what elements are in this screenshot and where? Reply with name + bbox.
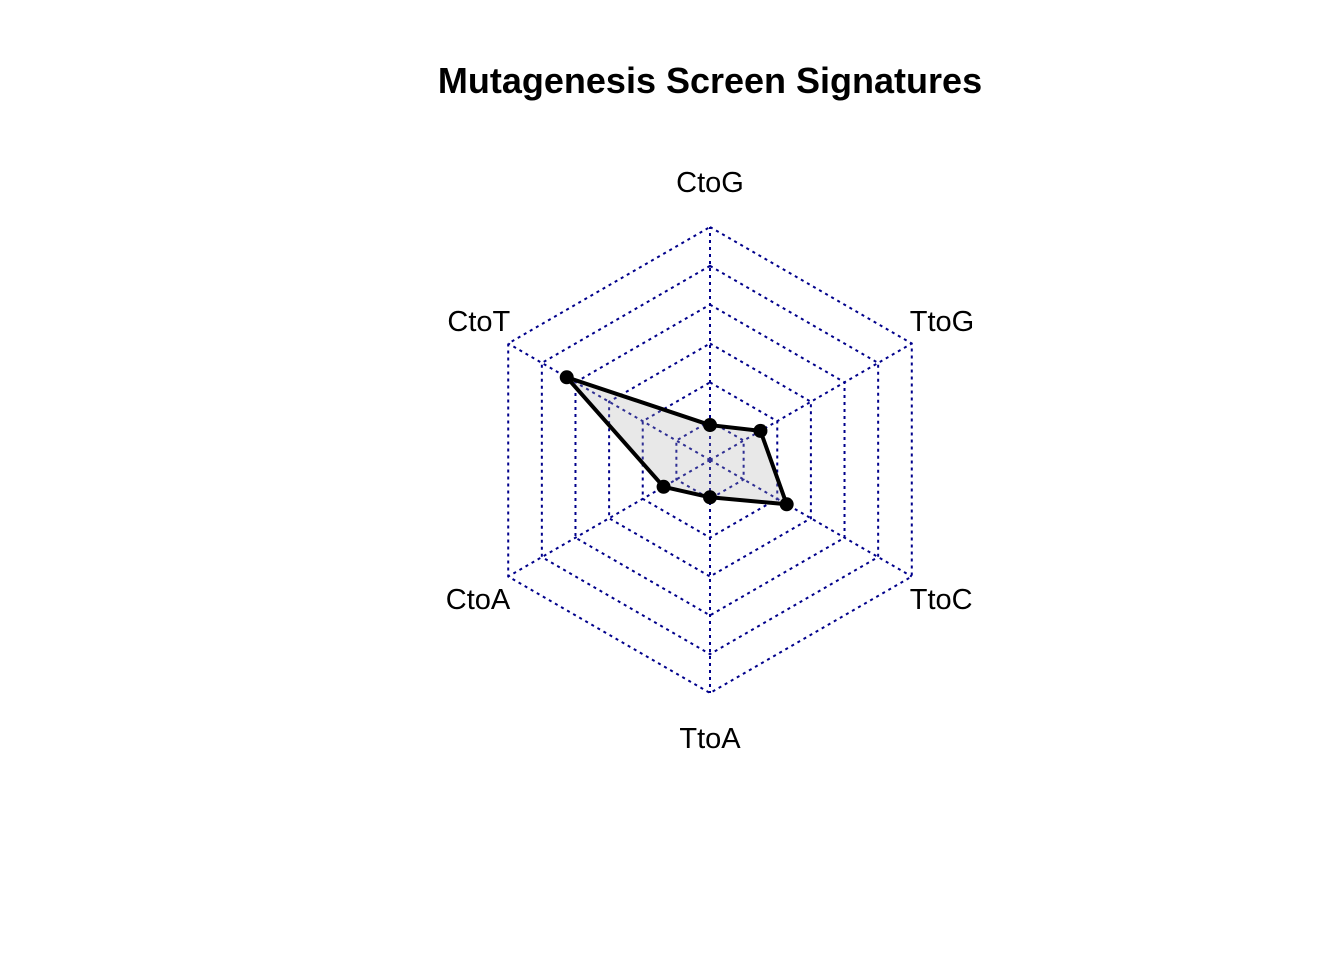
axis-labels: CtoG TtoG TtoC TtoA CtoA CtoT xyxy=(446,167,974,755)
chart-title: Mutagenesis Screen Signatures xyxy=(438,60,982,101)
series-layer xyxy=(559,370,794,512)
data-point-ttog xyxy=(753,423,768,438)
data-point-ttoc xyxy=(779,497,794,512)
grid-ring-5 xyxy=(540,264,880,656)
axis-label-ttoc: TtoC xyxy=(910,584,973,616)
axis-label-ctog: CtoG xyxy=(676,167,744,199)
data-point-ctoa xyxy=(656,479,671,494)
axis-label-ttoa: TtoA xyxy=(679,723,741,755)
grid-ring-3 xyxy=(608,342,812,578)
radar-grid xyxy=(507,225,913,695)
series-0-area xyxy=(564,375,789,507)
data-point-ctot xyxy=(559,370,574,385)
axis-label-ctoa: CtoA xyxy=(446,584,511,616)
data-point-ttoa xyxy=(703,490,717,505)
axis-label-ttog: TtoG xyxy=(910,306,974,338)
axis-label-ctot: CtoT xyxy=(447,306,510,338)
data-point-ctog xyxy=(703,418,717,433)
